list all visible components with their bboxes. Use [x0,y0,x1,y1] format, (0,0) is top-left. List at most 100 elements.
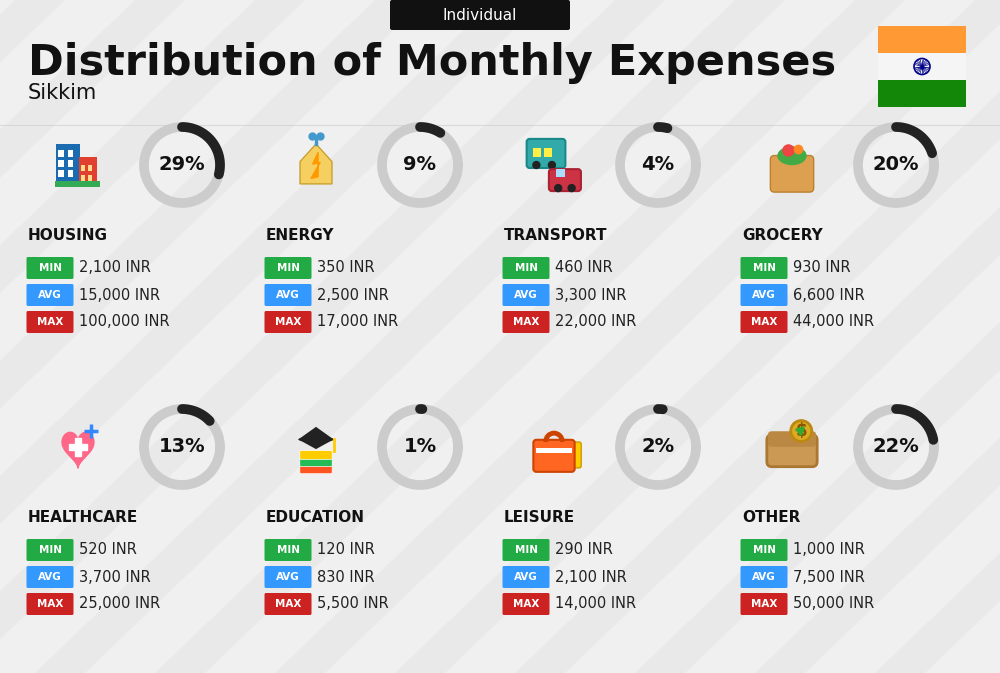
Text: 2,100 INR: 2,100 INR [555,569,627,584]
Text: 22%: 22% [873,437,919,456]
Text: 1%: 1% [403,437,437,456]
Text: 29%: 29% [159,155,205,174]
Polygon shape [62,432,94,468]
Text: MAX: MAX [275,599,301,609]
Text: AVG: AVG [38,572,62,582]
Polygon shape [311,152,320,178]
Text: MIN: MIN [38,545,62,555]
FancyBboxPatch shape [79,157,97,187]
Text: 120 INR: 120 INR [317,542,375,557]
FancyBboxPatch shape [740,284,788,306]
FancyBboxPatch shape [81,165,85,171]
FancyBboxPatch shape [533,439,575,472]
Text: MIN: MIN [753,545,776,555]
FancyBboxPatch shape [26,284,74,306]
FancyBboxPatch shape [503,539,550,561]
Text: 14,000 INR: 14,000 INR [555,596,636,612]
Text: MIN: MIN [753,263,776,273]
Circle shape [548,161,556,169]
Polygon shape [300,144,332,184]
FancyBboxPatch shape [533,148,541,157]
FancyBboxPatch shape [527,139,565,168]
FancyBboxPatch shape [68,170,73,177]
Text: MAX: MAX [751,599,777,609]
Text: 4%: 4% [641,155,675,174]
Text: 3,700 INR: 3,700 INR [79,569,151,584]
Text: AVG: AVG [514,572,538,582]
FancyBboxPatch shape [878,80,966,107]
FancyBboxPatch shape [878,26,966,53]
Text: OTHER: OTHER [742,509,800,524]
FancyBboxPatch shape [264,593,312,615]
Text: 1,000 INR: 1,000 INR [793,542,865,557]
FancyBboxPatch shape [81,175,85,181]
FancyBboxPatch shape [503,311,550,333]
Text: 5,500 INR: 5,500 INR [317,596,389,612]
Text: 9%: 9% [404,155,436,174]
FancyBboxPatch shape [68,160,73,167]
Text: GROCERY: GROCERY [742,227,823,242]
Text: MAX: MAX [751,317,777,327]
Text: HOUSING: HOUSING [28,227,108,242]
FancyBboxPatch shape [770,155,814,192]
FancyBboxPatch shape [740,311,788,333]
Text: LEISURE: LEISURE [504,509,575,524]
FancyBboxPatch shape [767,435,817,466]
FancyBboxPatch shape [264,257,312,279]
FancyBboxPatch shape [264,566,312,588]
Text: $: $ [795,422,807,440]
FancyBboxPatch shape [300,450,332,460]
FancyBboxPatch shape [556,169,564,177]
FancyBboxPatch shape [26,539,74,561]
Text: 6,600 INR: 6,600 INR [793,287,865,302]
Text: 100,000 INR: 100,000 INR [79,314,170,330]
FancyBboxPatch shape [503,593,550,615]
Text: 2,100 INR: 2,100 INR [79,260,151,275]
Text: Distribution of Monthly Expenses: Distribution of Monthly Expenses [28,42,836,84]
Circle shape [532,161,541,169]
Text: MIN: MIN [276,545,300,555]
FancyBboxPatch shape [768,431,816,447]
Text: MAX: MAX [37,317,63,327]
FancyBboxPatch shape [26,593,74,615]
Ellipse shape [298,437,334,442]
Text: MIN: MIN [514,545,538,555]
FancyBboxPatch shape [55,181,100,187]
FancyBboxPatch shape [264,284,312,306]
Text: 50,000 INR: 50,000 INR [793,596,874,612]
Text: EDUCATION: EDUCATION [266,509,365,524]
Text: MAX: MAX [513,599,539,609]
FancyBboxPatch shape [503,284,550,306]
Text: 15,000 INR: 15,000 INR [79,287,160,302]
FancyBboxPatch shape [740,593,788,615]
Circle shape [791,421,812,441]
Polygon shape [75,437,81,456]
FancyBboxPatch shape [390,0,570,30]
Text: 25,000 INR: 25,000 INR [79,596,160,612]
Text: 22,000 INR: 22,000 INR [555,314,636,330]
Text: 7,500 INR: 7,500 INR [793,569,865,584]
FancyBboxPatch shape [58,160,64,167]
Text: 44,000 INR: 44,000 INR [793,314,874,330]
FancyBboxPatch shape [88,175,92,181]
FancyBboxPatch shape [26,566,74,588]
Text: 17,000 INR: 17,000 INR [317,314,398,330]
Text: MAX: MAX [275,317,301,327]
FancyBboxPatch shape [503,566,550,588]
Circle shape [567,184,576,192]
Text: HEALTHCARE: HEALTHCARE [28,509,138,524]
FancyBboxPatch shape [544,148,552,157]
Text: Sikkim: Sikkim [28,83,97,103]
FancyBboxPatch shape [300,458,332,466]
Polygon shape [298,427,334,449]
Text: 930 INR: 930 INR [793,260,851,275]
Text: ENERGY: ENERGY [266,227,334,242]
Text: MIN: MIN [514,263,538,273]
Circle shape [554,184,562,192]
FancyBboxPatch shape [26,311,74,333]
FancyBboxPatch shape [58,170,64,177]
Text: 2%: 2% [641,437,675,456]
FancyBboxPatch shape [740,566,788,588]
Text: 520 INR: 520 INR [79,542,137,557]
FancyBboxPatch shape [536,448,572,454]
